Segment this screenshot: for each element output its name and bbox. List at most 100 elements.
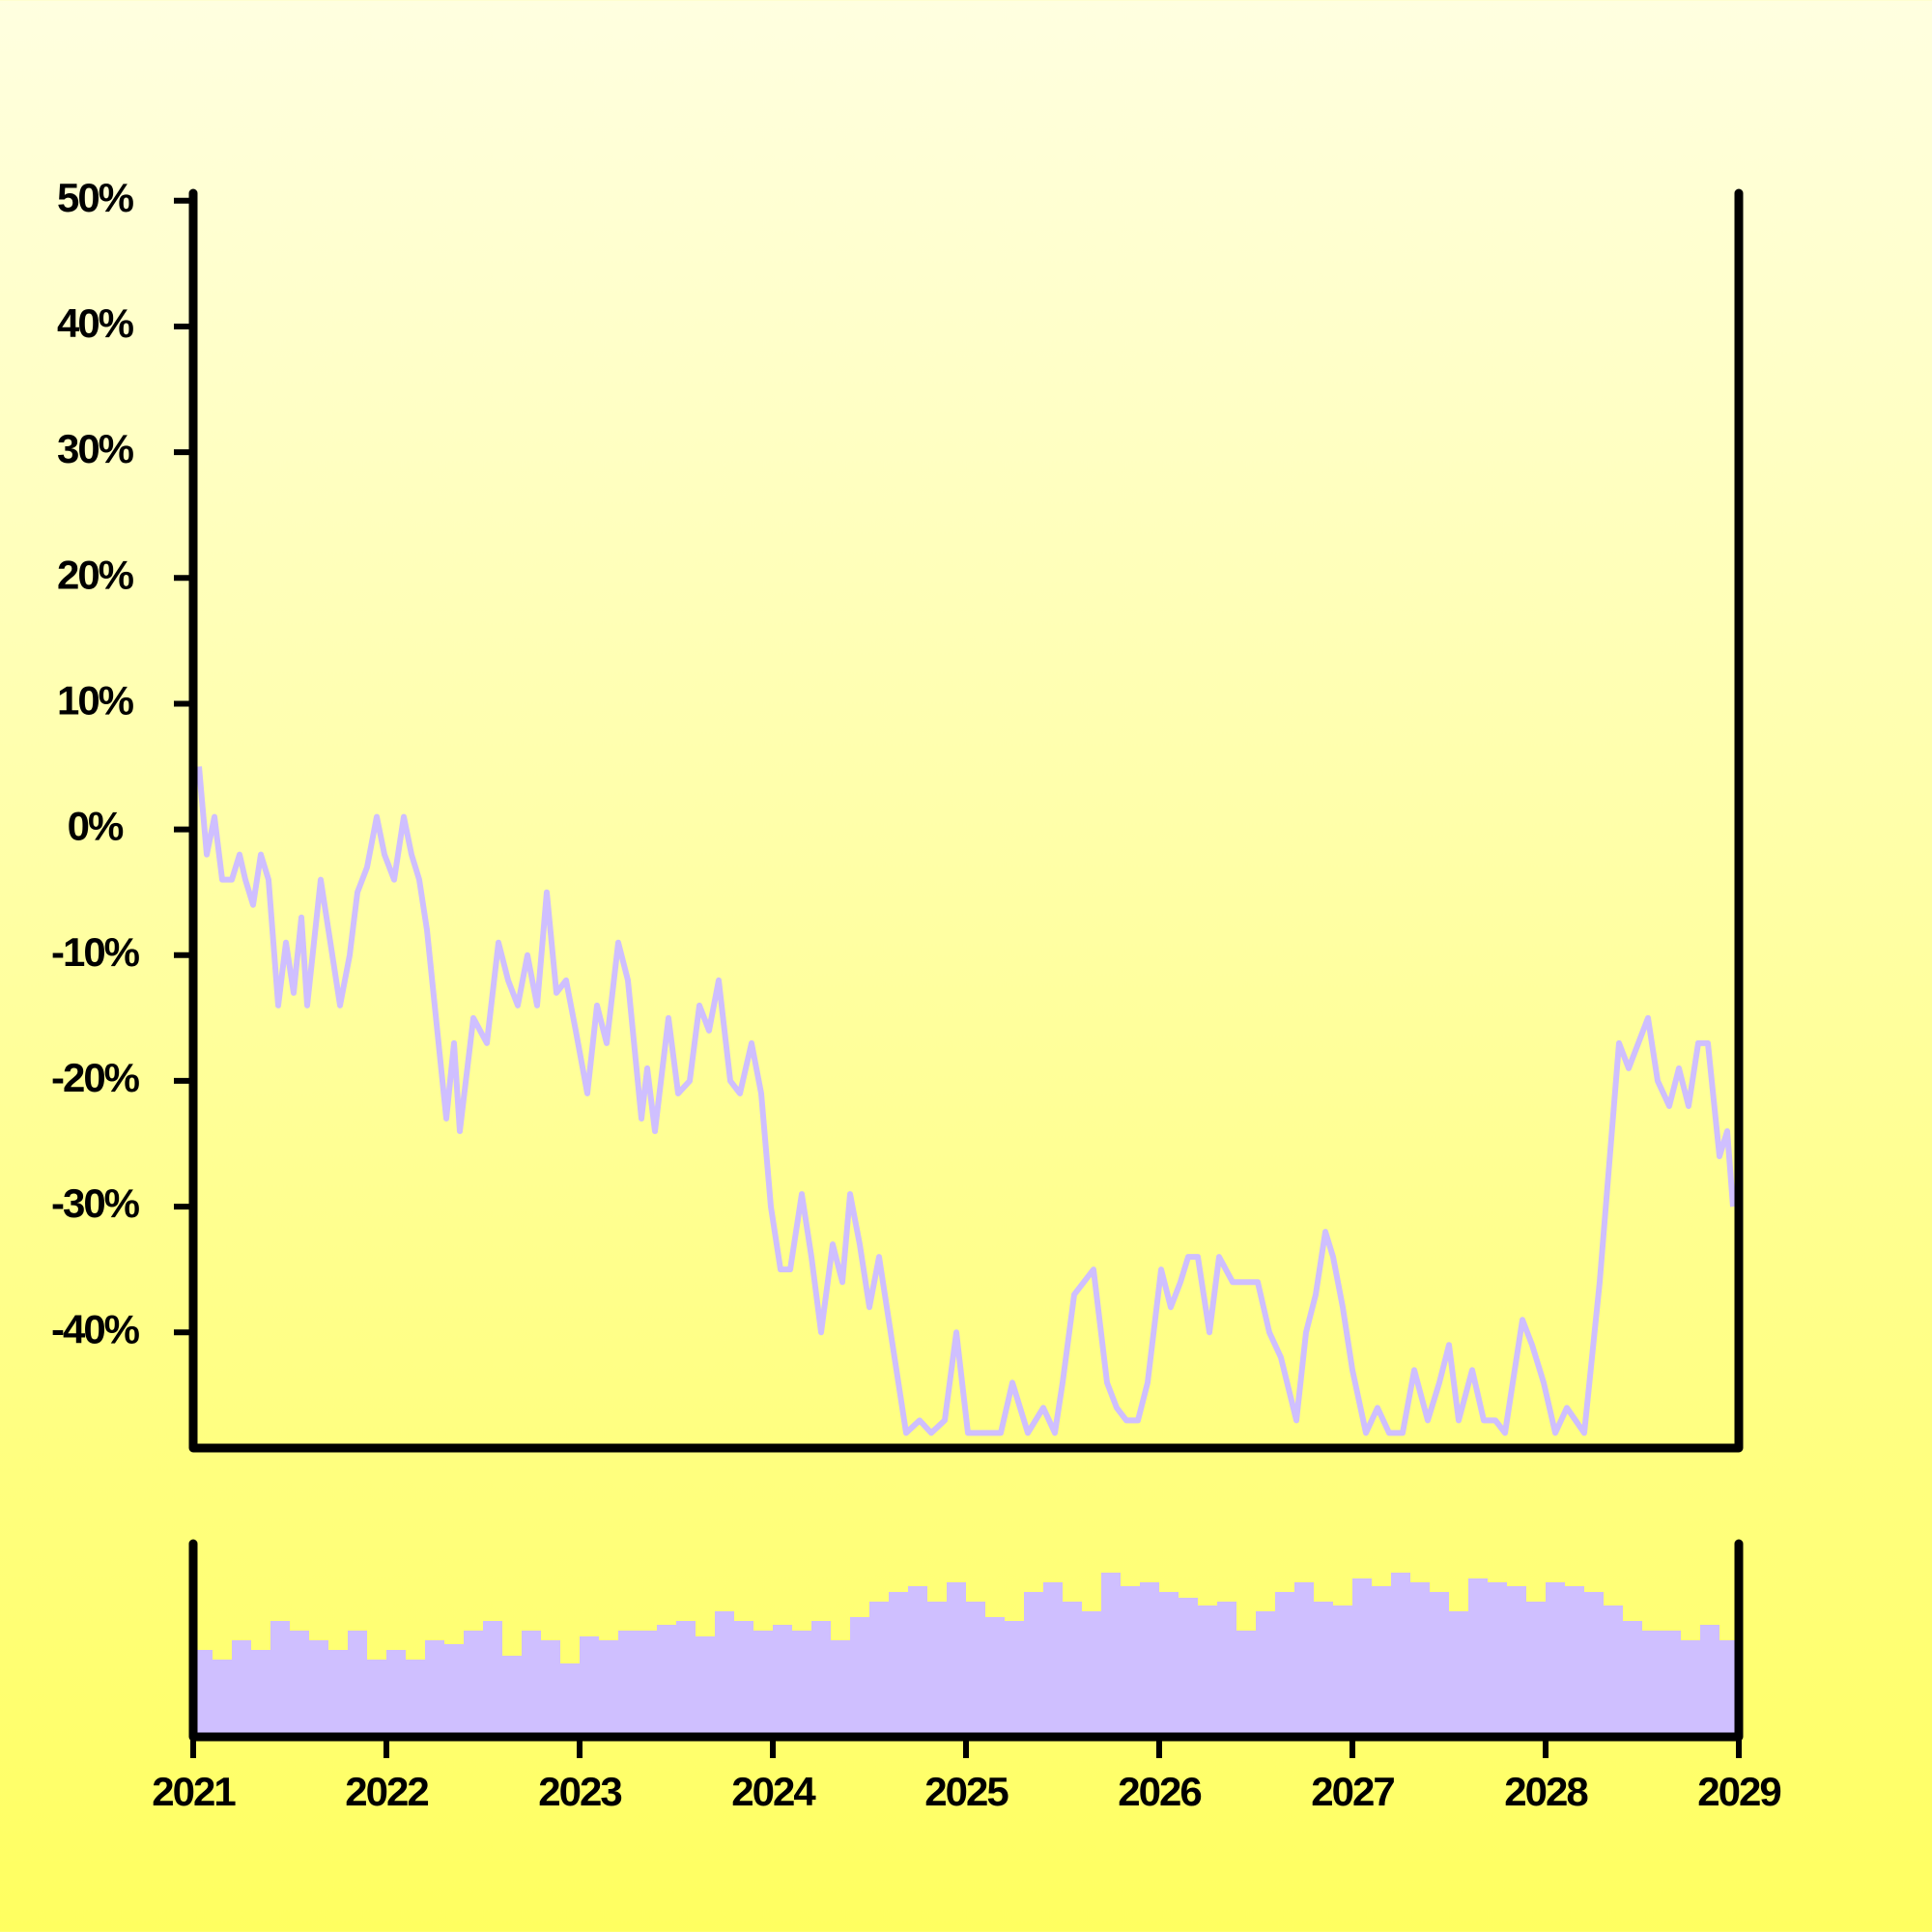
x-tick-label: 2023 [538,1769,621,1814]
bar [232,1640,251,1737]
bar [1681,1640,1700,1737]
bar [1642,1631,1662,1737]
bar [1005,1621,1024,1737]
axis-frame [188,1539,1744,1742]
bar [251,1650,270,1737]
bar [290,1631,309,1737]
y-tick-label: 50% [57,175,134,220]
y-tick-label: 40% [57,300,134,346]
bar [425,1640,444,1737]
bar [1565,1586,1584,1737]
bar [1314,1602,1333,1737]
bar [1700,1625,1719,1737]
bar [1333,1605,1352,1737]
bar [580,1636,599,1737]
bar [947,1582,966,1737]
bar [560,1663,580,1737]
bar [1198,1605,1217,1737]
bar [444,1644,464,1737]
bar [483,1621,502,1737]
bar [792,1631,811,1737]
bar [1662,1631,1681,1737]
line [196,766,1736,1436]
x-tick-label: 2026 [1118,1769,1201,1814]
bar [1372,1586,1391,1737]
bar [522,1631,541,1737]
y-tick-label: -40% [51,1306,140,1351]
bar [715,1611,734,1737]
bar [406,1660,425,1737]
bar [348,1631,367,1737]
bar [1449,1611,1468,1737]
bar [1604,1605,1623,1737]
bar [696,1636,715,1737]
bar [1063,1602,1082,1737]
bar [753,1631,773,1737]
bar [908,1586,927,1737]
bar [386,1650,406,1737]
bar [1584,1592,1604,1737]
bar [367,1660,386,1737]
x-tick-label: 2025 [924,1769,1009,1814]
bar [599,1640,618,1737]
bar [1430,1592,1449,1737]
bar [1294,1582,1314,1737]
bar [1275,1592,1294,1737]
y-tick-label: 30% [57,426,134,471]
bar [773,1625,792,1737]
bar [1391,1573,1410,1737]
bar [1623,1621,1642,1737]
x-tick-label: 2022 [345,1769,428,1814]
bar [850,1617,869,1737]
bar [657,1625,676,1737]
bar [1140,1582,1159,1737]
bar [618,1631,638,1737]
bar [1179,1598,1198,1737]
bar [1082,1611,1101,1737]
bar [1526,1602,1546,1737]
bar [1024,1592,1043,1737]
y-tick-label: 10% [57,678,134,724]
bar [193,1650,213,1737]
x-tick-label: 2028 [1504,1769,1588,1814]
y-tick-label: 0% [68,804,124,849]
bar [966,1602,985,1737]
x-tick-label: 2021 [152,1769,236,1814]
x-tick-label: 2024 [731,1769,816,1814]
bar [811,1621,831,1737]
bar [1043,1582,1063,1737]
bar [309,1640,328,1737]
x-tick-label: 2027 [1311,1769,1394,1814]
bar [927,1602,947,1737]
y-tick-label: -30% [51,1180,140,1226]
x-tick-label: 2029 [1697,1769,1780,1814]
bar [1719,1640,1739,1737]
bar [1352,1578,1372,1737]
bar [1468,1578,1488,1737]
bar [213,1660,232,1737]
bar [1546,1582,1565,1737]
bar [328,1650,348,1737]
y-tick-label: 20% [57,552,134,597]
bar [502,1656,522,1737]
bar [1507,1586,1526,1737]
y-tick-label: -10% [51,929,140,975]
bar [1410,1582,1430,1737]
bar [869,1602,889,1737]
bar [638,1631,657,1737]
bar [831,1640,850,1737]
bar [1256,1611,1275,1737]
y-tick-label: -20% [51,1055,140,1100]
bar [1488,1582,1507,1737]
axis-frame [188,188,1744,1453]
bar [985,1617,1005,1737]
bar [464,1631,483,1737]
bar [1217,1602,1236,1737]
plot-area [196,766,1736,1436]
bar [541,1640,560,1737]
bar [1121,1586,1140,1737]
bar [889,1592,908,1737]
bar [270,1621,290,1737]
